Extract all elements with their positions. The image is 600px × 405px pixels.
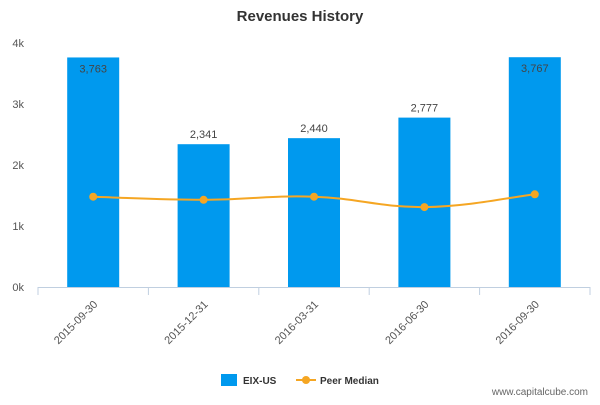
- bar-data-label: 2,777: [411, 103, 439, 115]
- legend: EIX-US Peer Median: [221, 374, 379, 387]
- bar-data-label: 2,341: [190, 129, 218, 141]
- bar-data-label: 2,440: [300, 123, 328, 135]
- bar: [508, 57, 561, 288]
- bar: [67, 57, 120, 287]
- legend-label-peer-median: Peer Median: [320, 376, 379, 387]
- bar: [177, 144, 230, 287]
- chart-title: Revenues History: [237, 8, 364, 25]
- peer-median-point: [420, 203, 429, 212]
- x-tick-label: 2016-03-31: [273, 299, 321, 347]
- legend-swatch-eix-us: [221, 374, 237, 386]
- x-tick-label: 2016-09-30: [494, 299, 542, 347]
- bar-data-label: 3,763: [79, 63, 107, 75]
- bar-series-eix-us: [67, 57, 561, 288]
- legend-label-eix-us: EIX-US: [243, 376, 277, 387]
- bar-data-label: 3,767: [521, 63, 549, 75]
- bar: [398, 117, 451, 287]
- x-tick-label: 2016-06-30: [383, 299, 431, 347]
- peer-median-point: [310, 192, 318, 201]
- legend-swatch-peer-median-marker: [302, 376, 310, 384]
- x-tick-label: 2015-12-31: [162, 299, 210, 347]
- y-tick-label: 3k: [12, 99, 24, 111]
- peer-median-point: [89, 192, 98, 201]
- y-tick-label: 0k: [12, 282, 24, 294]
- peer-median-point: [199, 195, 208, 204]
- x-tick-label: 2015-09-30: [52, 299, 100, 347]
- bar-data-labels: 3,763 2,341 2,440 2,777 3,767: [79, 63, 548, 141]
- line-series-peer-median: [89, 190, 539, 212]
- peer-median-point: [530, 190, 539, 199]
- bar: [288, 138, 340, 287]
- source-footer: www.capitalcube.com: [491, 387, 588, 398]
- y-tick-label: 1k: [12, 221, 24, 233]
- y-tick-label: 4k: [12, 38, 24, 50]
- y-tick-label: 2k: [12, 160, 24, 172]
